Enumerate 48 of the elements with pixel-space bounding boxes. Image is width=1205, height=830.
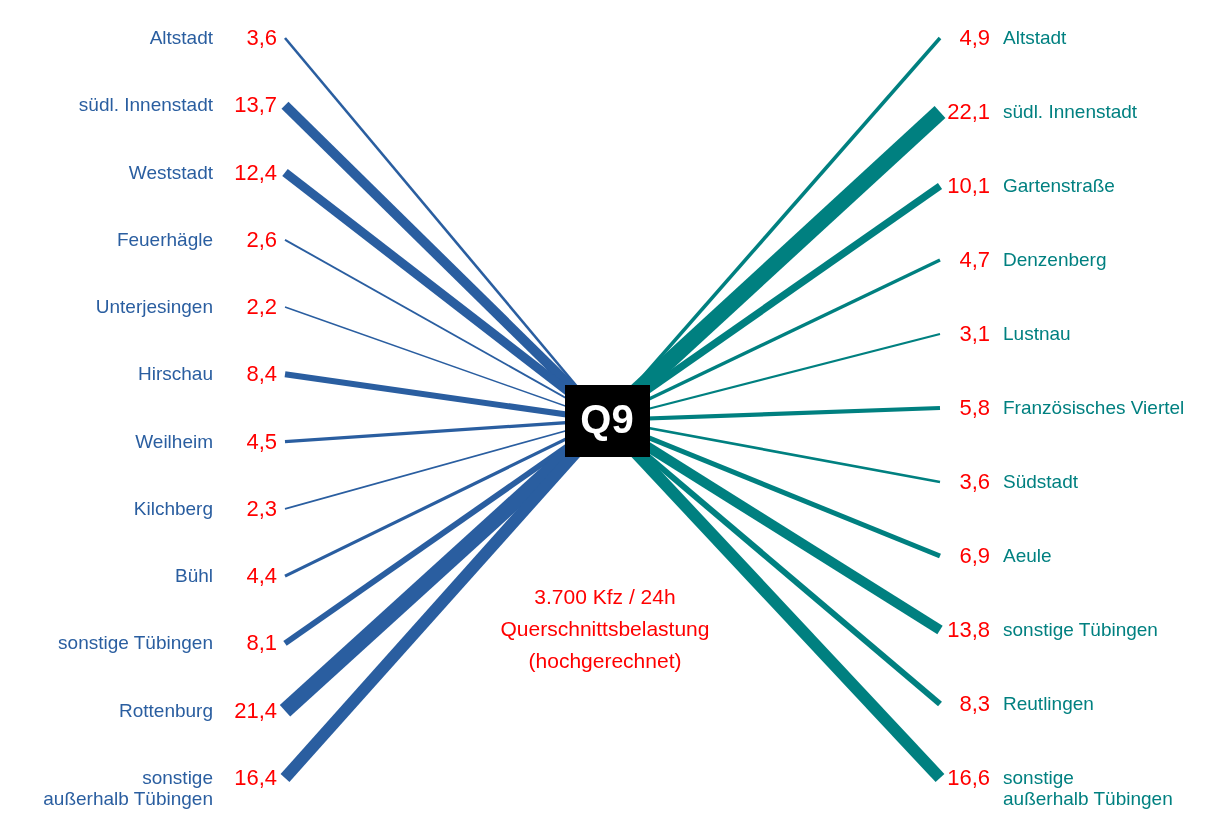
- data-label: 8,4: [246, 361, 277, 387]
- category-label: Denzenberg: [1003, 249, 1107, 270]
- category-label: Altstadt: [149, 27, 214, 48]
- category-label: Reutlingen: [1003, 693, 1094, 714]
- category-label: sonstige außerhalb Tübingen: [1003, 767, 1173, 809]
- category-label: Gartenstraße: [1003, 175, 1115, 196]
- category-label: Kilchberg: [133, 497, 213, 519]
- category-label: Weststadt: [128, 161, 214, 183]
- data-label: 2,3: [246, 495, 277, 521]
- text: 3.700 Kfz / 24h Querschnittsbelastung (hochgerechnet): [500, 585, 710, 672]
- category-label: Altstadt: [1003, 27, 1068, 48]
- data-label: 2,2: [246, 294, 277, 320]
- data-label: 6,9: [959, 543, 990, 568]
- category-label: sonstige Tübingen: [1003, 619, 1158, 640]
- category-label: Französisches Viertel: [1003, 397, 1185, 418]
- category-label: sonstige außerhalb Tübingen: [43, 767, 213, 809]
- data-label: 22,1: [947, 99, 990, 124]
- category-label: Hirschau: [138, 363, 213, 385]
- data-label: 4,9: [959, 25, 990, 50]
- category-label: Aeule: [1003, 545, 1052, 566]
- category-label: Südstadt: [1003, 471, 1079, 492]
- data-label: 16,4: [234, 765, 277, 790]
- data-label: 16,6: [947, 765, 990, 790]
- data-label: 12,4: [234, 159, 277, 185]
- category-label: Lustnau: [1003, 323, 1071, 344]
- data-label: 8,1: [246, 630, 277, 656]
- data-label: 4,4: [246, 563, 277, 589]
- category-label: südl. Innenstadt: [1003, 101, 1138, 122]
- category-label: Feuerhägle: [116, 228, 213, 250]
- data-label: 3,6: [959, 469, 990, 494]
- data-label: 5,8: [959, 395, 990, 420]
- data-label: 4,7: [959, 247, 990, 272]
- category-label: sonstige Tübingen: [58, 632, 213, 654]
- data-label: 3,1: [959, 321, 990, 346]
- category-label: südl. Innenstadt: [78, 94, 214, 116]
- data-label: 13,8: [947, 617, 990, 642]
- category-label: Rottenburg: [118, 699, 213, 721]
- data-label: 13,7: [234, 92, 277, 118]
- data-label: 10,1: [947, 173, 990, 198]
- category-label: Bühl: [174, 565, 213, 587]
- category-label: Unterjesingen: [95, 296, 213, 318]
- data-label: 4,5: [246, 428, 277, 454]
- category-label: Weilheim: [135, 430, 213, 452]
- data-label: 21,4: [234, 697, 277, 723]
- data-label: 8,3: [959, 691, 990, 716]
- data-label: 2,6: [246, 226, 277, 252]
- data-label: 3,6: [246, 25, 277, 50]
- text: Q9: [580, 397, 634, 441]
